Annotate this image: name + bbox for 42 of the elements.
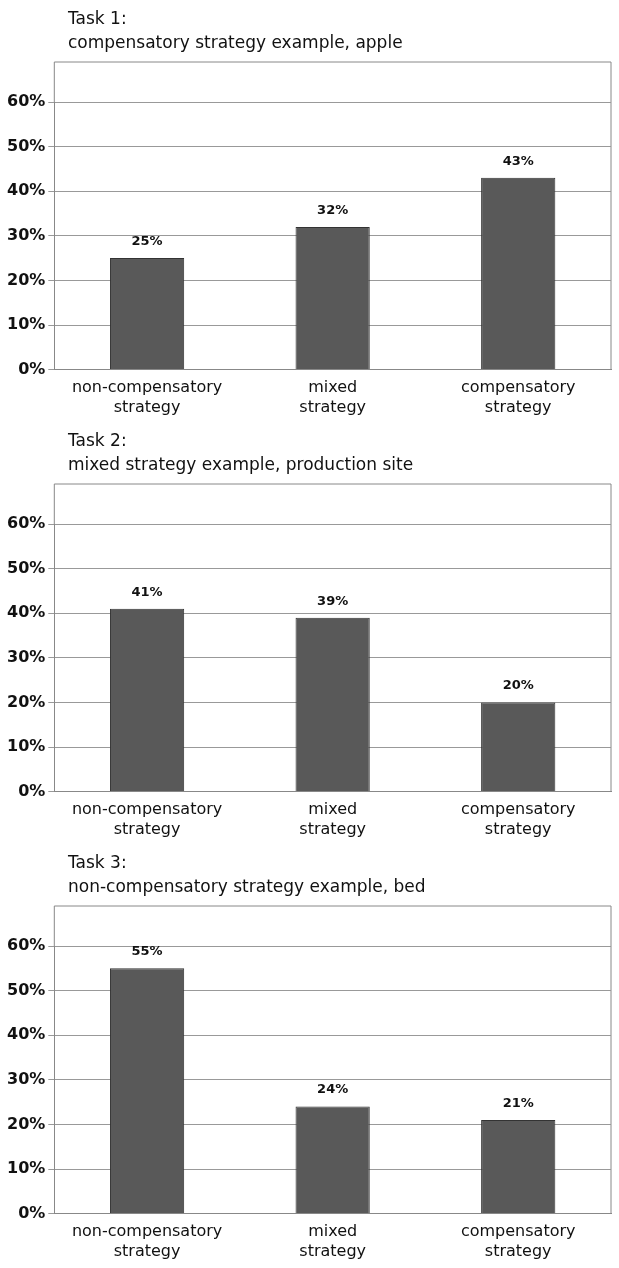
x-tick-label: compensatory strategy	[460, 377, 576, 416]
y-tick-label: 0%	[18, 358, 46, 378]
x-tick-label: compensatory strategy	[460, 799, 576, 838]
data-label: 24%	[317, 1081, 349, 1097]
y-tick-label: 20%	[7, 269, 46, 289]
x-tick-label: non-compensatory strategy	[71, 799, 223, 838]
data-label: 25%	[131, 232, 163, 248]
y-tick-label: 10%	[7, 736, 46, 756]
y-tick-label: 30%	[7, 646, 46, 666]
data-label: 32%	[317, 201, 349, 217]
y-tick-label: 30%	[7, 1068, 46, 1088]
data-label: 55%	[131, 943, 163, 959]
y-tick-label: 60%	[7, 513, 46, 533]
x-tick-label: mixed strategy	[299, 799, 367, 838]
y-tick-label: 10%	[7, 314, 46, 334]
x-tick-label: compensatory strategy	[460, 1221, 576, 1260]
data-label: 21%	[502, 1094, 534, 1110]
data-label: 39%	[317, 592, 349, 608]
data-label: 41%	[131, 583, 163, 599]
x-tick-label: mixed strategy	[299, 377, 367, 416]
y-tick-label: 50%	[7, 979, 46, 999]
data-label: 43%	[502, 152, 534, 168]
chart-title: Task 2: mixed strategy example, production site	[68, 429, 414, 476]
x-tick-label: non-compensatory strategy	[71, 1221, 223, 1260]
y-tick-label: 0%	[18, 1202, 46, 1222]
x-tick-label: non-compensatory strategy	[71, 377, 223, 416]
y-tick-label: 30%	[7, 224, 46, 244]
y-tick-label: 20%	[7, 1113, 46, 1133]
x-tick-label: mixed strategy	[299, 1221, 367, 1260]
y-tick-label: 50%	[7, 135, 46, 155]
y-tick-label: 60%	[7, 935, 46, 955]
y-tick-label: 40%	[7, 602, 46, 622]
y-tick-label: 0%	[18, 780, 46, 800]
y-tick-label: 40%	[7, 180, 46, 200]
y-tick-label: 10%	[7, 1158, 46, 1178]
y-tick-label: 40%	[7, 1024, 46, 1044]
y-tick-label: 50%	[7, 557, 46, 577]
chart-title: Task 3: non-compensatory strategy example, bed	[68, 851, 426, 898]
y-tick-label: 20%	[7, 691, 46, 711]
y-tick-label: 60%	[7, 91, 46, 111]
chart-title: Task 1: compensatory strategy example, apple	[68, 7, 403, 54]
data-label: 20%	[502, 677, 534, 693]
